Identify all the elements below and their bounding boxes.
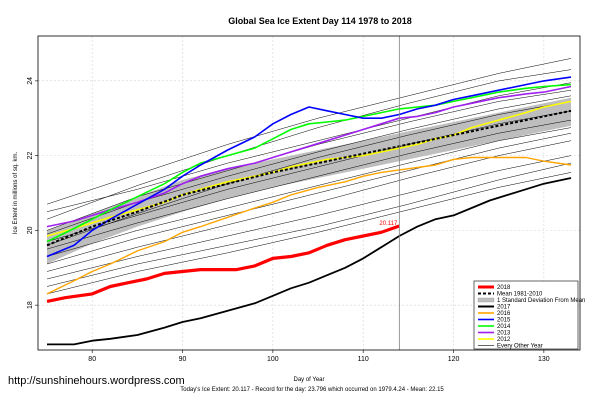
current-day-layer: 20.117 <box>379 36 400 350</box>
other-year-line-4 <box>46 110 572 242</box>
legend-label-2013: 2013 <box>497 331 511 337</box>
other-year-line-1 <box>46 82 572 212</box>
x-tick-label-130: 130 <box>538 356 550 363</box>
x-tick-label-110: 110 <box>358 356 369 363</box>
legend-label-2018: 2018 <box>497 285 511 291</box>
series-line-2016 <box>46 156 572 295</box>
legend-label-2017: 2017 <box>497 305 511 311</box>
y-tick-label-20: 20 <box>27 226 34 234</box>
y-axis-label: Ice Extent in millions of sq. km. <box>13 151 19 234</box>
x-tick-label-120: 120 <box>448 356 460 363</box>
legend-label-2012: 2012 <box>497 337 511 343</box>
other-year-line-10 <box>46 162 572 287</box>
series-line-2014 <box>46 83 572 243</box>
std-dev-band-layer <box>47 97 571 264</box>
y-tick-label-18: 18 <box>27 301 34 309</box>
mean-line <box>46 109 572 247</box>
legend-swatch-band <box>477 297 495 303</box>
other-year-line-5 <box>46 119 572 250</box>
y-tick-label-24: 24 <box>27 77 34 85</box>
x-tick-label-80: 80 <box>88 356 96 363</box>
x-axis-label: Day of Year <box>293 377 324 383</box>
other-year-line-13 <box>46 172 572 295</box>
series-line-2015 <box>46 76 572 258</box>
other-year-line-14 <box>46 101 572 246</box>
chart-title: Global Sea Ice Extent Day 114 1978 to 20… <box>228 16 412 26</box>
legend-label-mean: Mean 1981-2010 <box>497 292 543 298</box>
watermark-url: http://sunshinehours.wordpress.com <box>8 375 185 387</box>
other-year-line-11 <box>46 58 572 205</box>
series-line-2012 <box>46 100 572 237</box>
other-year-line-2 <box>46 69 572 220</box>
series-layer <box>46 76 572 346</box>
other-year-line-9 <box>46 155 572 280</box>
legend-box <box>473 280 579 350</box>
series-line-2017 <box>47 177 572 346</box>
series-line-2013 <box>46 85 572 228</box>
footer-stats: Today's Ice Extent: 20.117 - Record for … <box>180 387 444 393</box>
other-year-line-7 <box>46 132 572 265</box>
other-years-layer <box>46 58 572 295</box>
legend-label-2015: 2015 <box>497 318 511 324</box>
other-year-line-8 <box>46 140 572 272</box>
mean-layer <box>46 109 572 247</box>
x-tick-label-100: 100 <box>267 356 279 363</box>
legend-label-other: Every Other Year <box>497 344 543 350</box>
legend-label-2014: 2014 <box>497 324 511 330</box>
current-value-label: 20.117 <box>379 221 398 227</box>
std-dev-band <box>47 97 571 264</box>
y-axis-ticks: 18 20 22 24 <box>27 77 38 309</box>
series-line-2018 <box>46 224 400 303</box>
legend-label-band: 1 Standard Deviation From Mean <box>497 298 585 304</box>
plot-frame <box>37 35 581 351</box>
other-year-line-6 <box>46 127 572 257</box>
x-axis-ticks: 80 90 100 110 120 130 <box>88 350 550 363</box>
x-tick-label-90: 90 <box>179 356 187 363</box>
legend-label-2016: 2016 <box>497 311 511 317</box>
y-tick-label-22: 22 <box>27 152 34 160</box>
